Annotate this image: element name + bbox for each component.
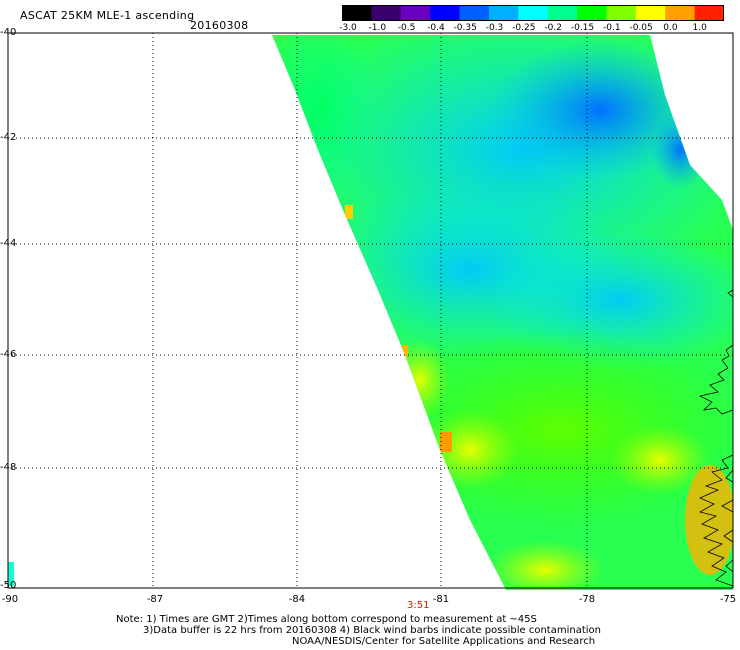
lat-label-44: -44 — [0, 238, 17, 249]
lon-label-90: -90 — [1, 594, 19, 605]
lat-label-40: -40 — [0, 27, 17, 38]
colorbar-segment — [577, 5, 607, 21]
lat-label-50: -50 — [0, 580, 17, 591]
colorbar-label: 0.0 — [663, 23, 678, 33]
lat-label-46: -46 — [0, 349, 17, 360]
lon-label-78: -78 — [578, 594, 596, 605]
colorbar-frame — [342, 5, 724, 21]
colorbar-segment — [371, 5, 402, 21]
colorbar-label: -0.05 — [629, 23, 653, 33]
colorbar-segment — [430, 5, 461, 21]
colorbar-segment — [665, 5, 696, 21]
grid — [8, 33, 733, 588]
note-line-3: NOAA/NESDIS/Center for Satellite Applica… — [292, 636, 596, 647]
colorbar-label: -1.0 — [368, 23, 387, 33]
colorbar-label: -0.2 — [544, 23, 562, 33]
colorbar-label: -0.35 — [453, 23, 477, 33]
colorbar-label: -0.15 — [570, 23, 595, 33]
colorbar-label: -0.4 — [427, 23, 445, 33]
map-title: ASCAT 25KM MLE-1 ascending — [20, 9, 195, 22]
colorbar-segment — [518, 5, 549, 21]
lon-label-87: -87 — [146, 594, 164, 605]
colorbar-segment — [400, 5, 431, 21]
data-swath — [272, 35, 733, 590]
colorbar-segment — [694, 5, 724, 21]
colorbar-label: -0.25 — [512, 23, 536, 33]
time-label: 3:51 — [407, 600, 430, 611]
coastline — [698, 289, 734, 587]
colorbar-label: -0.3 — [485, 23, 504, 33]
colorbar-segment — [606, 5, 637, 21]
note-line-2: 3)Data buffer is 22 hrs from 20160308 4)… — [143, 625, 601, 636]
colorbar — [342, 5, 724, 21]
lon-label-81: -81 — [432, 594, 450, 605]
lon-label-75: -75 — [719, 594, 737, 605]
lat-label-48: -48 — [0, 462, 17, 473]
colorbar-segment — [342, 5, 372, 21]
colorbar-label: -0.1 — [603, 23, 621, 33]
plot-frame — [7, 32, 734, 589]
colorbar-label: -3.0 — [339, 23, 357, 33]
colorbar-segment — [547, 5, 578, 21]
colorbar-segment — [635, 5, 666, 21]
lon-label-84: -84 — [288, 594, 306, 605]
map-date: 20160308 — [190, 19, 249, 32]
colorbar-label: 1.0 — [692, 23, 707, 33]
colorbar-segment — [459, 5, 490, 21]
colorbar-segment — [488, 5, 519, 21]
colorbar-labels: -3.0 -1.0 -0.5 -0.4 -0.35 -0.3 -0.25 -0.2 -0.15-… — [330, 23, 740, 35]
note-line-1: Note: 1) Times are GMT 2)Times along bot… — [116, 614, 537, 625]
lat-label-42: -42 — [0, 132, 17, 143]
colorbar-label: -0.5 — [397, 23, 416, 33]
